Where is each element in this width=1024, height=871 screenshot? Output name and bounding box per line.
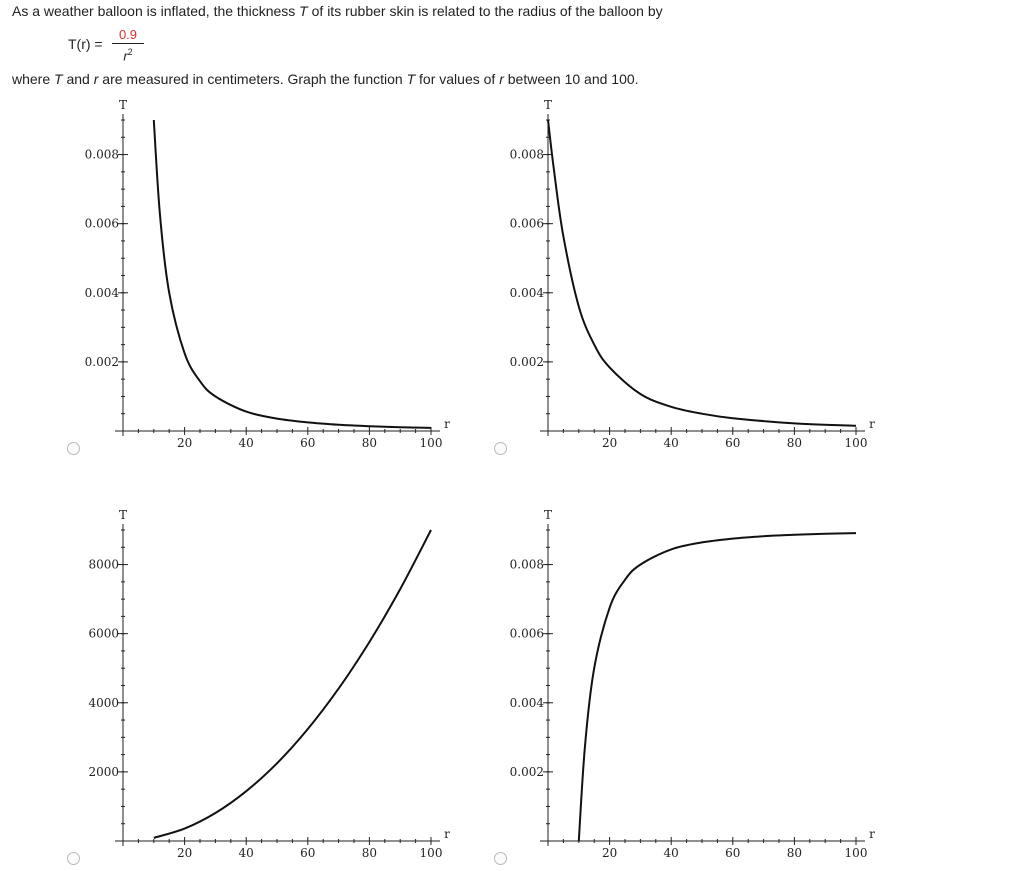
question-text: As a weather balloon is inflated, the th… — [12, 3, 663, 19]
curve-line — [153, 529, 432, 839]
y-tick-label: 0.008 — [510, 558, 544, 572]
x-tick-label: 40 — [664, 436, 679, 450]
x-axis-label: r — [444, 417, 450, 431]
y-tick-label: 0.002 — [510, 765, 544, 779]
variable-T: T — [54, 71, 63, 87]
y-tick-label: 6000 — [88, 627, 119, 641]
y-axis-label: T — [544, 98, 552, 112]
question-text-part: As a weather balloon is inflated, the th… — [12, 3, 300, 19]
x-tick-label: 20 — [177, 846, 192, 860]
x-tick-label: 60 — [725, 436, 740, 450]
x-tick-label: 80 — [787, 846, 802, 860]
y-tick-label: 8000 — [88, 558, 119, 572]
radio-button-a[interactable] — [67, 442, 80, 455]
question-text-part: between 10 and 100. — [503, 71, 639, 87]
y-tick-label: 0.004 — [85, 286, 120, 300]
formula-numerator: 0.9 — [118, 27, 138, 42]
fraction-bar — [112, 43, 144, 44]
x-tick-label: 100 — [845, 436, 868, 450]
x-tick-label: 100 — [420, 846, 443, 860]
x-tick-label: 40 — [239, 846, 254, 860]
y-axis-label: T — [119, 98, 127, 112]
y-axis-label: T — [544, 508, 552, 522]
question-instructions: where T and r are measured in centimeter… — [12, 71, 639, 87]
formula-fraction: 0.9 r2 — [112, 28, 144, 63]
formula-denominator: r2 — [112, 45, 144, 63]
formula-lhs: T(r) = — [68, 36, 103, 52]
question-text-part: of its rubber skin is related to the rad… — [307, 3, 663, 19]
curve-line — [577, 532, 857, 842]
x-axis-label: r — [869, 827, 875, 841]
y-tick-label: 4000 — [88, 696, 119, 710]
variable-T: T — [406, 71, 416, 87]
x-tick-label: 60 — [300, 436, 315, 450]
x-tick-label: 80 — [362, 436, 377, 450]
curve-line — [547, 119, 857, 427]
y-tick-label: 0.004 — [510, 696, 545, 710]
y-axis-label: T — [119, 508, 127, 522]
question-text-part: for values of — [415, 71, 500, 87]
x-tick-label: 80 — [362, 846, 377, 860]
y-tick-label: 0.004 — [510, 286, 545, 300]
y-tick-label: 0.006 — [85, 217, 119, 231]
y-tick-label: 0.006 — [510, 217, 544, 231]
x-tick-label: 100 — [420, 436, 443, 450]
graph-option-c: 20 40 60 80 100 2000 4000 6000 8000 Tr — [88, 508, 450, 860]
x-tick-label: 100 — [845, 846, 868, 860]
denominator-exponent: 2 — [127, 47, 133, 57]
x-tick-label: 20 — [602, 846, 617, 860]
x-tick-label: 20 — [177, 436, 192, 450]
question-text-part: where — [12, 71, 55, 87]
x-axis-label: r — [444, 827, 450, 841]
variable-r: r — [93, 71, 99, 87]
x-tick-label: 40 — [239, 436, 254, 450]
variable-r: r — [499, 71, 504, 87]
y-tick-label: 0.002 — [85, 355, 119, 369]
y-tick-label: 0.008 — [85, 148, 119, 162]
question-text-part: are measured in centimeters. Graph the f… — [98, 71, 407, 87]
x-tick-label: 40 — [664, 846, 679, 860]
graph-option-b: 20 40 60 80 100 0.002 0.004 0.006 0.008 Tr — [510, 98, 875, 450]
radio-button-d[interactable] — [494, 852, 507, 865]
denominator-base: r — [123, 48, 128, 64]
x-tick-label: 60 — [300, 846, 315, 860]
radio-button-b[interactable] — [494, 442, 507, 455]
x-axis-label: r — [869, 417, 875, 431]
radio-button-c[interactable] — [67, 852, 80, 865]
x-tick-label: 60 — [725, 846, 740, 860]
x-tick-label: 20 — [602, 436, 617, 450]
graph-option-d: 20 40 60 80 100 0.002 0.004 0.006 0.008 Tr — [510, 508, 875, 860]
question-text-part: and — [62, 71, 94, 87]
variable-T: T — [299, 3, 308, 19]
y-tick-label: 0.002 — [510, 355, 544, 369]
x-tick-label: 80 — [787, 436, 802, 450]
y-tick-label: 0.008 — [510, 148, 544, 162]
y-tick-label: 2000 — [88, 765, 119, 779]
curve-line — [152, 119, 432, 429]
y-tick-label: 0.006 — [510, 627, 544, 641]
graph-option-a: 20 40 60 80 100 0.002 0.004 0.006 0.008 Tr — [85, 98, 450, 450]
